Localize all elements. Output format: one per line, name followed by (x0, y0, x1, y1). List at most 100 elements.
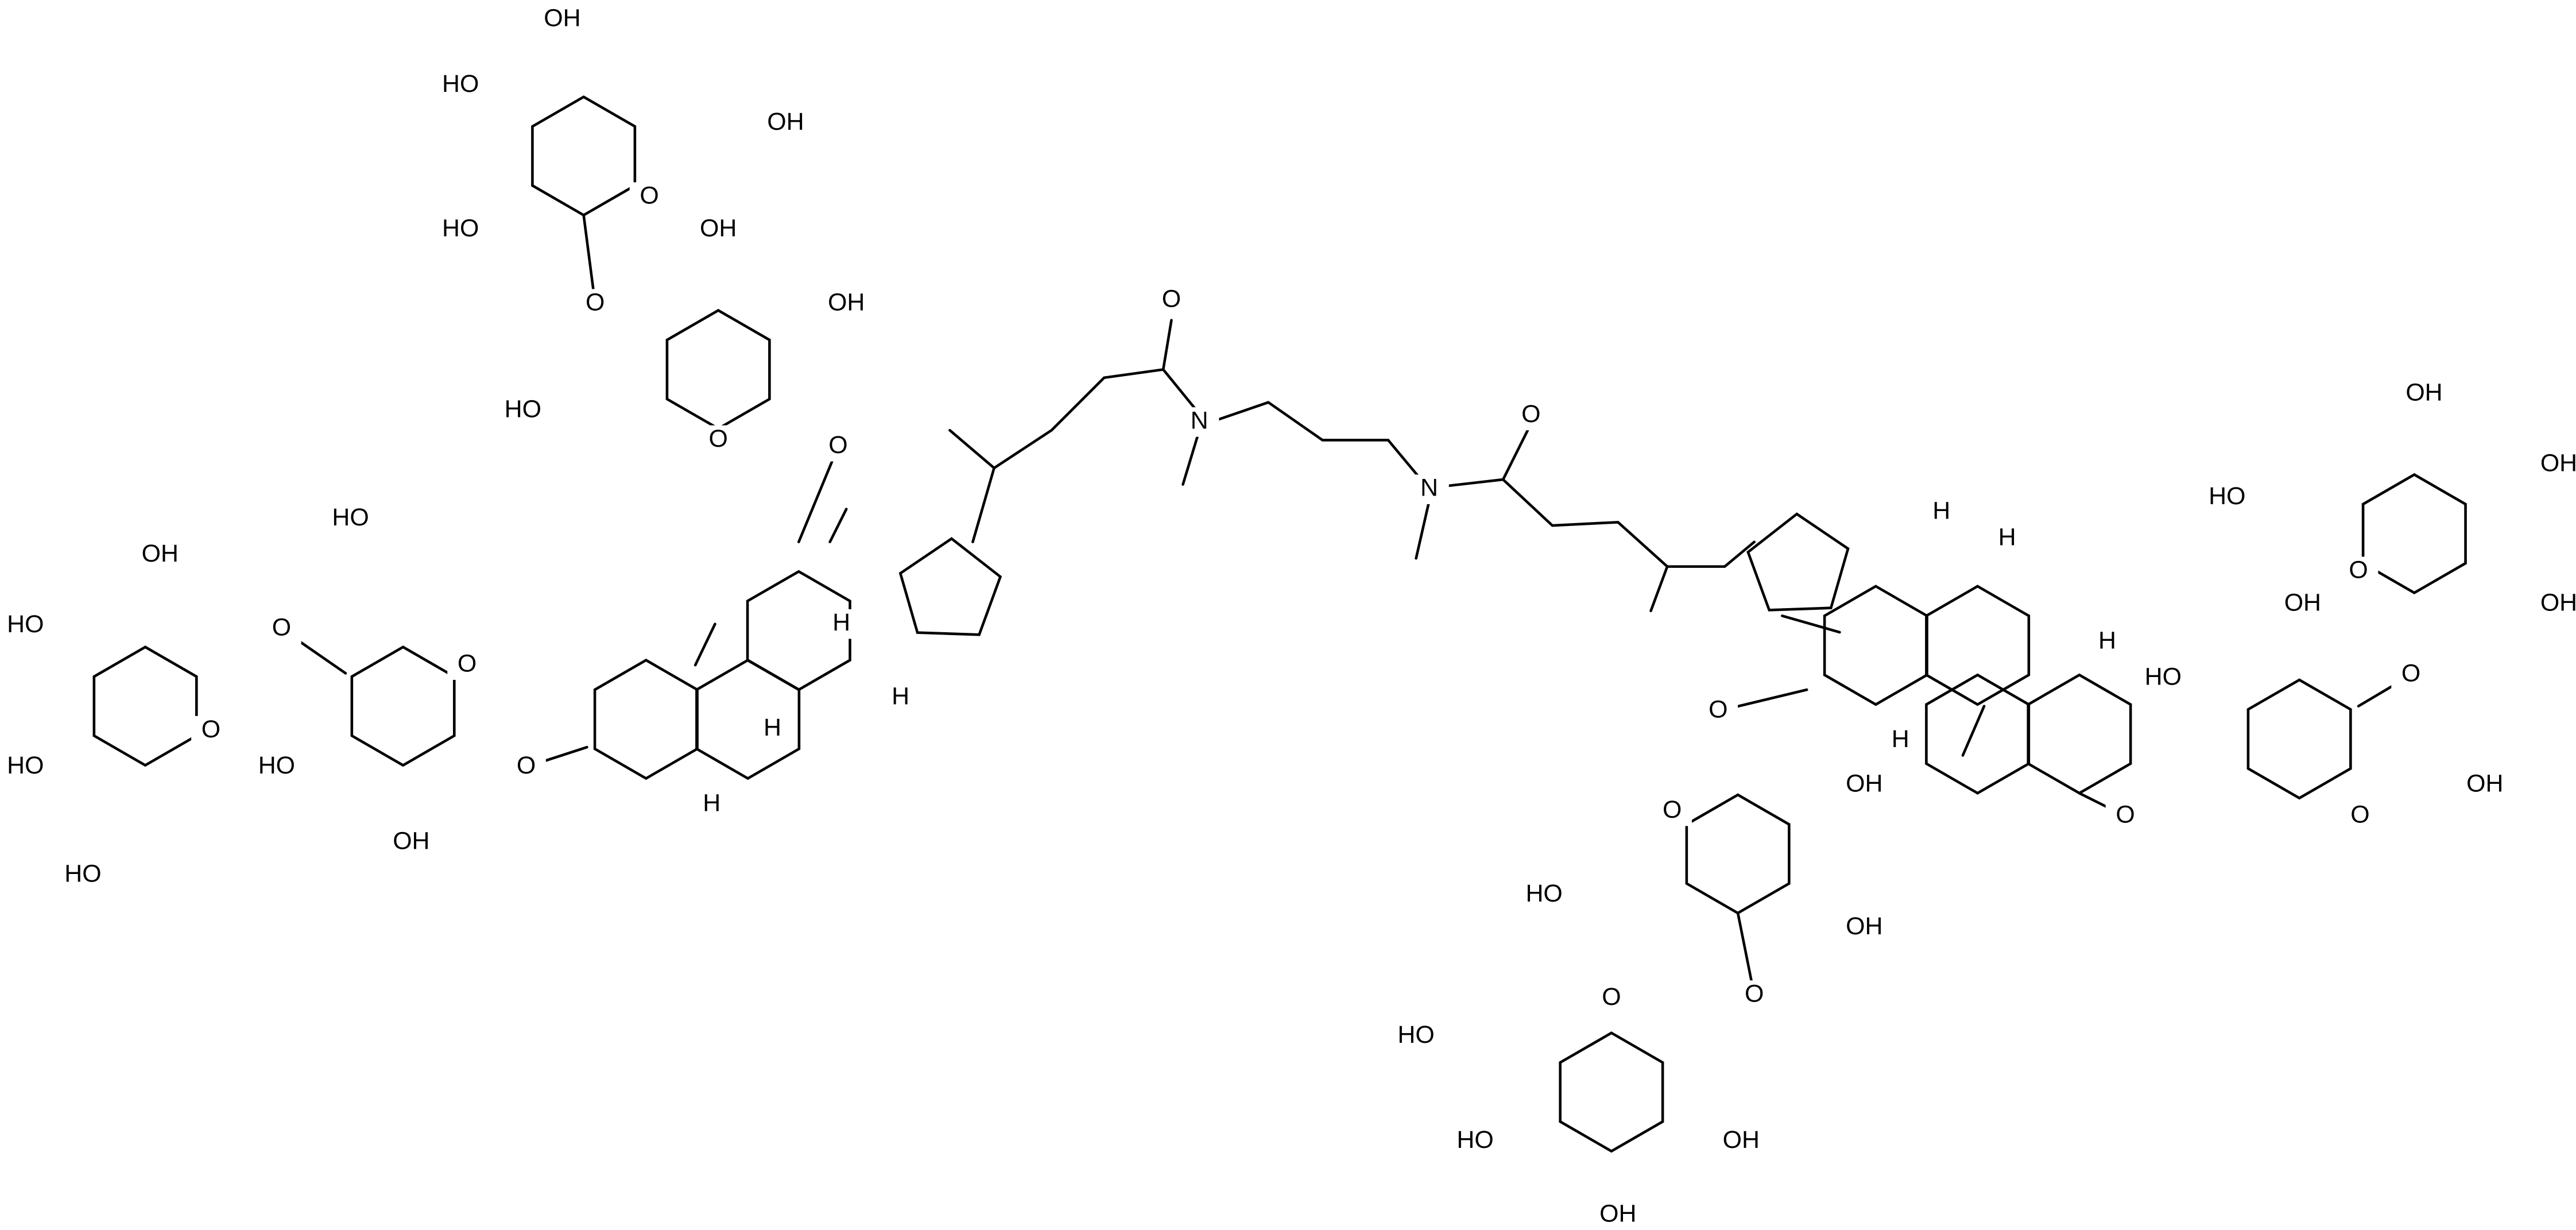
label-mask (2465, 770, 2505, 800)
atom-label: OH (1846, 769, 1882, 797)
bond (797, 445, 840, 544)
bond (828, 508, 848, 544)
atom-label: O (202, 715, 220, 743)
label-mask (698, 215, 738, 245)
label-mask (506, 752, 546, 782)
label-mask (822, 609, 861, 639)
atom-label: H (1998, 523, 2016, 551)
ring-bond (2361, 473, 2467, 595)
atom-label: O (2401, 660, 2420, 687)
label-mask (1987, 524, 2027, 554)
atom-label: OH (1599, 1200, 1636, 1228)
atom-label: O (1709, 696, 1727, 724)
atom-label: OH (2284, 589, 2321, 617)
atom-label: HO (7, 610, 44, 638)
label-mask (753, 714, 792, 744)
label-mask (2391, 660, 2431, 690)
label-mask (1880, 726, 1920, 756)
atom-label: OH (2540, 450, 2576, 477)
atom-label: N (1420, 474, 1438, 502)
label-mask (1844, 770, 1884, 800)
bond (1182, 428, 1201, 486)
atom-label: OH (2540, 589, 2576, 617)
atom-label: HO (442, 215, 479, 242)
label-mask (1152, 285, 1191, 316)
ring-bond (2246, 678, 2352, 800)
label-mask (440, 70, 481, 100)
bond (971, 319, 1173, 544)
label-mask (1922, 497, 1962, 527)
label-mask (440, 215, 481, 245)
atom-label: O (586, 288, 605, 316)
label-mask (63, 860, 103, 891)
atom-label: O (458, 650, 477, 678)
atom-label: O (2116, 801, 2135, 829)
atom-label: H (832, 609, 850, 636)
atom-label: HO (258, 752, 295, 779)
atom-label: HO (2209, 482, 2245, 510)
atom-label: OH (828, 288, 865, 316)
atom-label: H (703, 790, 720, 817)
label-mask (262, 614, 301, 644)
atom-label: O (1663, 796, 1682, 823)
atom-label: OH (393, 827, 429, 854)
ring-bond (746, 570, 851, 691)
label-mask (140, 540, 180, 570)
atom-label: OH (1723, 1126, 1760, 1154)
label-mask (191, 715, 231, 746)
atom-label: H (892, 683, 909, 710)
atom-label: H (1892, 725, 1909, 753)
label-mask (1721, 1126, 1761, 1156)
label-mask (692, 790, 732, 820)
label-mask (1598, 1200, 1638, 1230)
atom-label: O (1521, 400, 1540, 428)
atom-label: OH (767, 108, 804, 136)
label-mask (818, 432, 858, 462)
label-mask (331, 504, 370, 534)
label-mask (1844, 913, 1884, 943)
atom-label: HO (442, 70, 479, 98)
ring-bond (92, 645, 198, 767)
label-mask (2404, 379, 2444, 409)
label-mask (2105, 801, 2145, 831)
atom-label: O (1602, 983, 1621, 1011)
label-mask (698, 425, 738, 455)
label-mask (2143, 663, 2183, 693)
atom-label: HO (7, 752, 44, 779)
ring-bond (1925, 585, 2031, 706)
label-mask (1698, 696, 1738, 726)
atom-label: H (764, 714, 781, 741)
atom-label: HO (64, 860, 101, 888)
label-mask (5, 610, 45, 641)
ring-bond (1559, 1031, 1664, 1153)
ring-bond (898, 537, 1002, 636)
atom-label: O (1162, 285, 1181, 313)
bond (694, 622, 716, 667)
label-mask (629, 182, 669, 212)
atom-label: H (1932, 497, 1950, 525)
label-mask (766, 108, 805, 138)
label-mask (543, 5, 582, 35)
bond (1415, 499, 1431, 560)
atom-label: O (1745, 980, 1764, 1007)
atom-label: OH (2405, 379, 2442, 407)
label-mask (1396, 1021, 1436, 1051)
label-mask (447, 650, 487, 680)
label-mask (503, 396, 543, 426)
bond (1961, 705, 1986, 757)
label-mask (881, 683, 920, 713)
label-mask (1455, 1126, 1495, 1156)
label-mask (1591, 984, 1632, 1014)
atom-label: HO (1525, 880, 1562, 907)
label-mask (257, 752, 297, 782)
label-mask (2087, 627, 2127, 657)
atom-label: OH (142, 540, 179, 567)
label-mask (2207, 482, 2247, 513)
bond (1214, 401, 1423, 481)
ring-bond (1746, 512, 1850, 612)
label-mask (826, 289, 866, 319)
label-mask (2338, 556, 2379, 586)
label-mask (1179, 407, 1219, 437)
